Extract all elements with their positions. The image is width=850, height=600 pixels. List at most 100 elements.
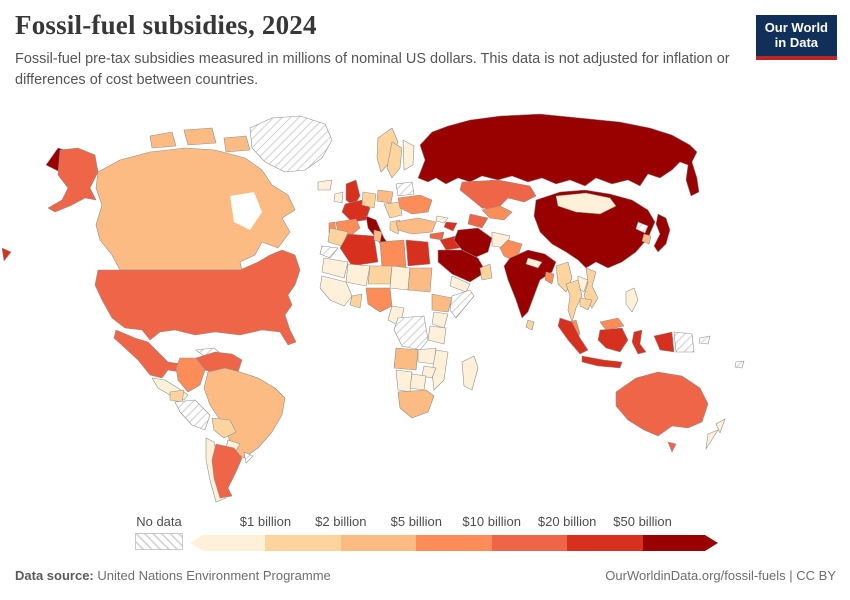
country-mongolia[interactable] (555, 192, 617, 215)
country-namibia[interactable] (395, 369, 413, 393)
country-mali[interactable] (345, 263, 371, 287)
country-ecuador[interactable] (169, 389, 185, 403)
country-indonesia-java[interactable] (581, 355, 623, 369)
country-vietnam[interactable] (583, 267, 599, 309)
country-turkey[interactable] (395, 217, 437, 235)
country-somalia[interactable] (449, 289, 475, 319)
country-indonesia-borneo[interactable] (597, 327, 629, 353)
owid-logo-line2: in Data (774, 34, 819, 50)
country-greenland[interactable] (249, 115, 333, 173)
country-indonesia-sumatra[interactable] (557, 317, 589, 355)
country-colombia[interactable] (175, 357, 206, 393)
legend-tick-5b: $5 billion (390, 514, 442, 529)
chart-subtitle: Fossil-fuel pre-tax subsidies measured i… (15, 51, 730, 89)
country-usa[interactable] (94, 249, 301, 346)
country-new-zealand-north[interactable] (715, 418, 726, 434)
country-cambodia[interactable] (579, 297, 593, 311)
country-sweden[interactable] (386, 141, 403, 179)
country-oman[interactable] (479, 263, 493, 281)
country-south-korea[interactable] (641, 233, 652, 245)
country-bangladesh[interactable] (544, 271, 555, 285)
credit-link[interactable]: OurWorldinData.org/fossil-fuels | CC BY (605, 568, 836, 583)
legend-seg-6[interactable] (567, 535, 643, 551)
country-japan[interactable] (653, 213, 671, 253)
country-brazil[interactable] (203, 367, 286, 459)
country-india[interactable] (503, 249, 557, 319)
page-title: Fossil-fuel subsidies, 2024 (15, 10, 317, 40)
country-canada-arctic-3[interactable] (223, 135, 251, 153)
country-saudi-arabia[interactable] (437, 249, 487, 283)
legend-seg-1[interactable] (190, 535, 266, 551)
data-source-label: Data source: (15, 568, 94, 583)
country-sudan[interactable] (407, 267, 433, 293)
country-uruguay[interactable] (243, 451, 254, 464)
country-papua-new-guinea[interactable] (673, 331, 695, 353)
country-niger[interactable] (367, 265, 393, 285)
country-mauritania[interactable] (321, 257, 349, 279)
chart-header: Fossil-fuel subsidies, 2024 Fossil-fuel … (15, 10, 755, 91)
legend-nodata[interactable]: No data (133, 514, 185, 550)
owid-logo[interactable]: Our World in Data (755, 15, 837, 60)
country-bolivia[interactable] (211, 417, 237, 439)
country-alaska[interactable] (47, 147, 99, 213)
country-zambia[interactable] (417, 347, 437, 365)
country-new-zealand-south[interactable] (705, 429, 719, 450)
country-poland[interactable] (376, 189, 394, 204)
legend-seg-4[interactable] (416, 535, 492, 551)
country-ireland[interactable] (333, 191, 344, 204)
country-tanzania[interactable] (427, 325, 447, 345)
country-ukraine[interactable] (397, 194, 433, 215)
country-north-korea[interactable] (635, 221, 649, 234)
country-indonesia-papua[interactable] (653, 331, 675, 353)
country-belarus[interactable] (395, 181, 415, 197)
country-ethiopia[interactable] (431, 293, 453, 313)
country-turkmenistan[interactable] (467, 213, 489, 229)
country-philippines[interactable] (625, 287, 639, 313)
country-russia[interactable] (417, 113, 700, 197)
country-nigeria[interactable] (365, 287, 393, 313)
country-botswana[interactable] (409, 373, 427, 391)
country-peru[interactable] (174, 399, 211, 431)
country-south-africa[interactable] (397, 389, 435, 419)
country-left-edge-wrap[interactable] (1, 247, 12, 262)
country-west-africa[interactable] (319, 275, 353, 307)
legend-seg-3[interactable] (340, 535, 417, 551)
country-ghana[interactable] (349, 293, 363, 309)
country-uzbekistan[interactable] (481, 205, 513, 221)
country-canada-arctic-1[interactable] (149, 131, 177, 149)
country-argentina[interactable] (211, 443, 243, 499)
country-syria[interactable] (429, 231, 445, 241)
country-kazakhstan[interactable] (459, 179, 537, 211)
country-algeria[interactable] (339, 233, 379, 267)
country-thailand[interactable] (565, 279, 583, 323)
country-chad[interactable] (389, 265, 411, 291)
country-tasmania[interactable] (667, 441, 677, 453)
country-sri-lanka[interactable] (525, 319, 535, 331)
country-madagascar[interactable] (461, 355, 479, 391)
country-malaysia-borneo[interactable] (599, 317, 625, 331)
pacific-islands[interactable] (698, 335, 745, 369)
country-zimbabwe[interactable] (421, 365, 437, 379)
country-georgia[interactable] (435, 215, 449, 224)
country-canada-arctic-2[interactable] (183, 127, 217, 146)
country-canada[interactable] (95, 147, 296, 271)
country-drc[interactable] (393, 315, 429, 351)
legend-seg-7[interactable] (643, 535, 718, 551)
country-australia[interactable] (615, 371, 709, 437)
country-balkans[interactable] (383, 201, 403, 219)
country-indonesia-sulawesi[interactable] (631, 329, 647, 355)
country-western-sahara[interactable] (319, 245, 339, 259)
country-finland[interactable] (402, 139, 415, 171)
legend-seg-2[interactable] (265, 535, 341, 551)
country-germany[interactable] (361, 191, 377, 209)
country-egypt[interactable] (405, 239, 431, 267)
country-angola[interactable] (393, 347, 419, 371)
legend-seg-5[interactable] (491, 535, 568, 551)
country-china[interactable] (533, 189, 656, 269)
country-iceland[interactable] (317, 179, 333, 191)
country-nepal[interactable] (525, 257, 543, 269)
country-mexico[interactable] (113, 329, 183, 379)
country-libya[interactable] (379, 239, 407, 269)
country-kenya[interactable] (431, 311, 449, 329)
country-azerbaijan[interactable] (443, 221, 458, 232)
